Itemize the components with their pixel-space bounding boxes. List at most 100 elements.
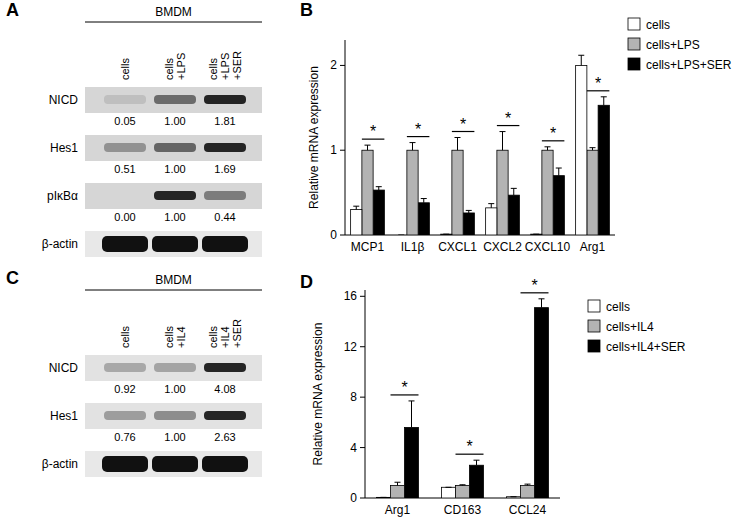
lane-label: +SER: [231, 51, 243, 80]
row-label: β-actin: [42, 237, 78, 251]
bar: [456, 485, 470, 498]
error-bar: [381, 497, 387, 498]
band-value: 1.00: [164, 115, 185, 127]
blot-strip: [85, 355, 262, 381]
band-value: 1.00: [164, 211, 185, 223]
y-tick-label: 8: [350, 390, 357, 404]
error-bar: [556, 168, 562, 176]
y-tick-label: 16: [344, 289, 358, 303]
row-label: Hes1: [50, 409, 78, 423]
bar: [377, 497, 391, 498]
band-value: 1.00: [164, 383, 185, 395]
lane-label: cells: [163, 57, 175, 80]
error-cap: [525, 484, 531, 485]
error-stem: [412, 143, 413, 151]
panel-letter: D: [300, 272, 313, 292]
significance: *: [550, 125, 556, 142]
bar: [405, 427, 419, 498]
error-cap: [443, 234, 449, 235]
error-bar: [500, 132, 506, 151]
error-bar: [578, 55, 584, 65]
error-bar: [511, 496, 517, 497]
bar: [535, 308, 549, 498]
error-stem: [476, 460, 477, 465]
band: [104, 191, 146, 200]
error-cap: [455, 137, 461, 138]
error-stem: [547, 147, 548, 150]
significance: *: [401, 379, 407, 396]
panel-letter: C: [6, 268, 19, 288]
error-cap: [578, 55, 584, 56]
error-bar: [511, 188, 517, 195]
error-bar: [376, 187, 382, 190]
legend-label: cells+IL4: [606, 320, 654, 334]
band: [204, 411, 246, 420]
band: [204, 143, 246, 152]
error-cap: [381, 497, 387, 498]
error-stem: [411, 401, 412, 427]
bar: [396, 235, 407, 236]
band-value: 1.00: [164, 163, 185, 175]
legend-label: cells+LPS: [646, 38, 700, 52]
legend-swatch: [588, 320, 600, 332]
band: [154, 95, 196, 104]
error-bar: [474, 460, 480, 465]
error-stem: [541, 299, 542, 308]
error-cap: [545, 146, 551, 147]
row-label: NICD: [49, 93, 79, 107]
error-cap: [488, 203, 494, 204]
legend-swatch: [588, 300, 600, 312]
error-cap: [446, 487, 452, 488]
blot-strip: [85, 231, 262, 257]
y-tick-label: 2: [330, 58, 337, 72]
bar: [507, 497, 521, 498]
bar: [508, 195, 519, 235]
y-tick: [340, 235, 345, 236]
row-label: pIκBα: [47, 189, 78, 203]
bar: [418, 203, 429, 235]
lane-label: +SER: [231, 319, 243, 348]
blot-strip: [85, 135, 262, 161]
band: [104, 363, 146, 372]
lane-label: +LPS: [175, 53, 187, 80]
bar: [587, 150, 598, 235]
x-tick-label: CCL24: [509, 503, 547, 517]
bar: [531, 234, 542, 235]
y-tick-label: 4: [350, 441, 357, 455]
error-bar: [410, 143, 416, 151]
band: [204, 191, 246, 200]
error-cap: [409, 400, 415, 401]
blot-strip: [85, 183, 262, 209]
error-bar: [466, 210, 472, 213]
band: [104, 143, 146, 152]
lane-label: cells: [207, 325, 219, 348]
bar: [452, 150, 463, 235]
lane-label: cells: [207, 57, 219, 80]
error-cap: [511, 496, 517, 497]
significance: *: [370, 123, 376, 140]
bar: [576, 65, 587, 235]
bar: [407, 150, 418, 235]
lane-label: cells: [119, 325, 131, 348]
panel-letter: A: [6, 0, 19, 20]
bar: [373, 190, 384, 235]
band: [154, 363, 196, 372]
error-cap: [500, 131, 506, 132]
error-stem: [558, 168, 559, 176]
y-tick: [360, 447, 365, 448]
lane-label: cells: [163, 325, 175, 348]
error-cap: [539, 298, 545, 299]
bar: [470, 465, 484, 498]
error-cap: [421, 198, 427, 199]
y-tick: [360, 498, 365, 499]
y-tick-label: 12: [344, 340, 358, 354]
group-label: BMDM: [155, 273, 192, 287]
lane-label: cells: [119, 57, 131, 80]
legend-label: cells: [646, 18, 670, 32]
figure: ABMDMcellscells+LPScells+LPS+SERNICD0.05…: [0, 0, 755, 528]
error-cap: [601, 96, 607, 97]
error-bar: [545, 147, 551, 150]
blot-strip: [85, 451, 262, 477]
error-cap: [353, 206, 359, 207]
band-value: 0.76: [114, 431, 135, 443]
